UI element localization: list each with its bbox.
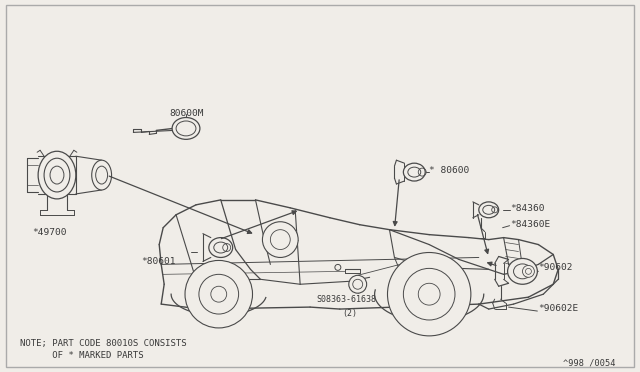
- Text: *90602E: *90602E: [538, 304, 579, 313]
- Text: *84360E: *84360E: [511, 220, 551, 229]
- Ellipse shape: [209, 238, 233, 257]
- Circle shape: [387, 253, 471, 336]
- Ellipse shape: [38, 151, 76, 199]
- Ellipse shape: [172, 118, 200, 140]
- Text: OF * MARKED PARTS: OF * MARKED PARTS: [20, 351, 144, 360]
- Text: * 80600: * 80600: [429, 166, 469, 175]
- Text: S08363-61638: S08363-61638: [316, 295, 376, 304]
- Text: *49700: *49700: [32, 228, 67, 237]
- Circle shape: [185, 260, 253, 328]
- Ellipse shape: [44, 158, 70, 192]
- Text: (2): (2): [342, 309, 357, 318]
- Circle shape: [403, 268, 455, 320]
- Ellipse shape: [403, 163, 425, 181]
- Circle shape: [262, 222, 298, 257]
- Ellipse shape: [479, 202, 499, 218]
- Circle shape: [199, 274, 239, 314]
- Text: ^998 /0054: ^998 /0054: [563, 359, 616, 368]
- Text: *90602: *90602: [538, 263, 573, 272]
- Circle shape: [349, 275, 367, 293]
- Text: 80600M: 80600M: [169, 109, 204, 118]
- Text: *80601: *80601: [141, 257, 176, 266]
- Ellipse shape: [508, 259, 538, 284]
- Ellipse shape: [50, 166, 64, 184]
- Text: NOTE; PART CODE 80010S CONSISTS: NOTE; PART CODE 80010S CONSISTS: [20, 339, 187, 348]
- Ellipse shape: [176, 121, 196, 136]
- Ellipse shape: [92, 160, 111, 190]
- Circle shape: [522, 265, 534, 277]
- Text: *84360: *84360: [511, 204, 545, 213]
